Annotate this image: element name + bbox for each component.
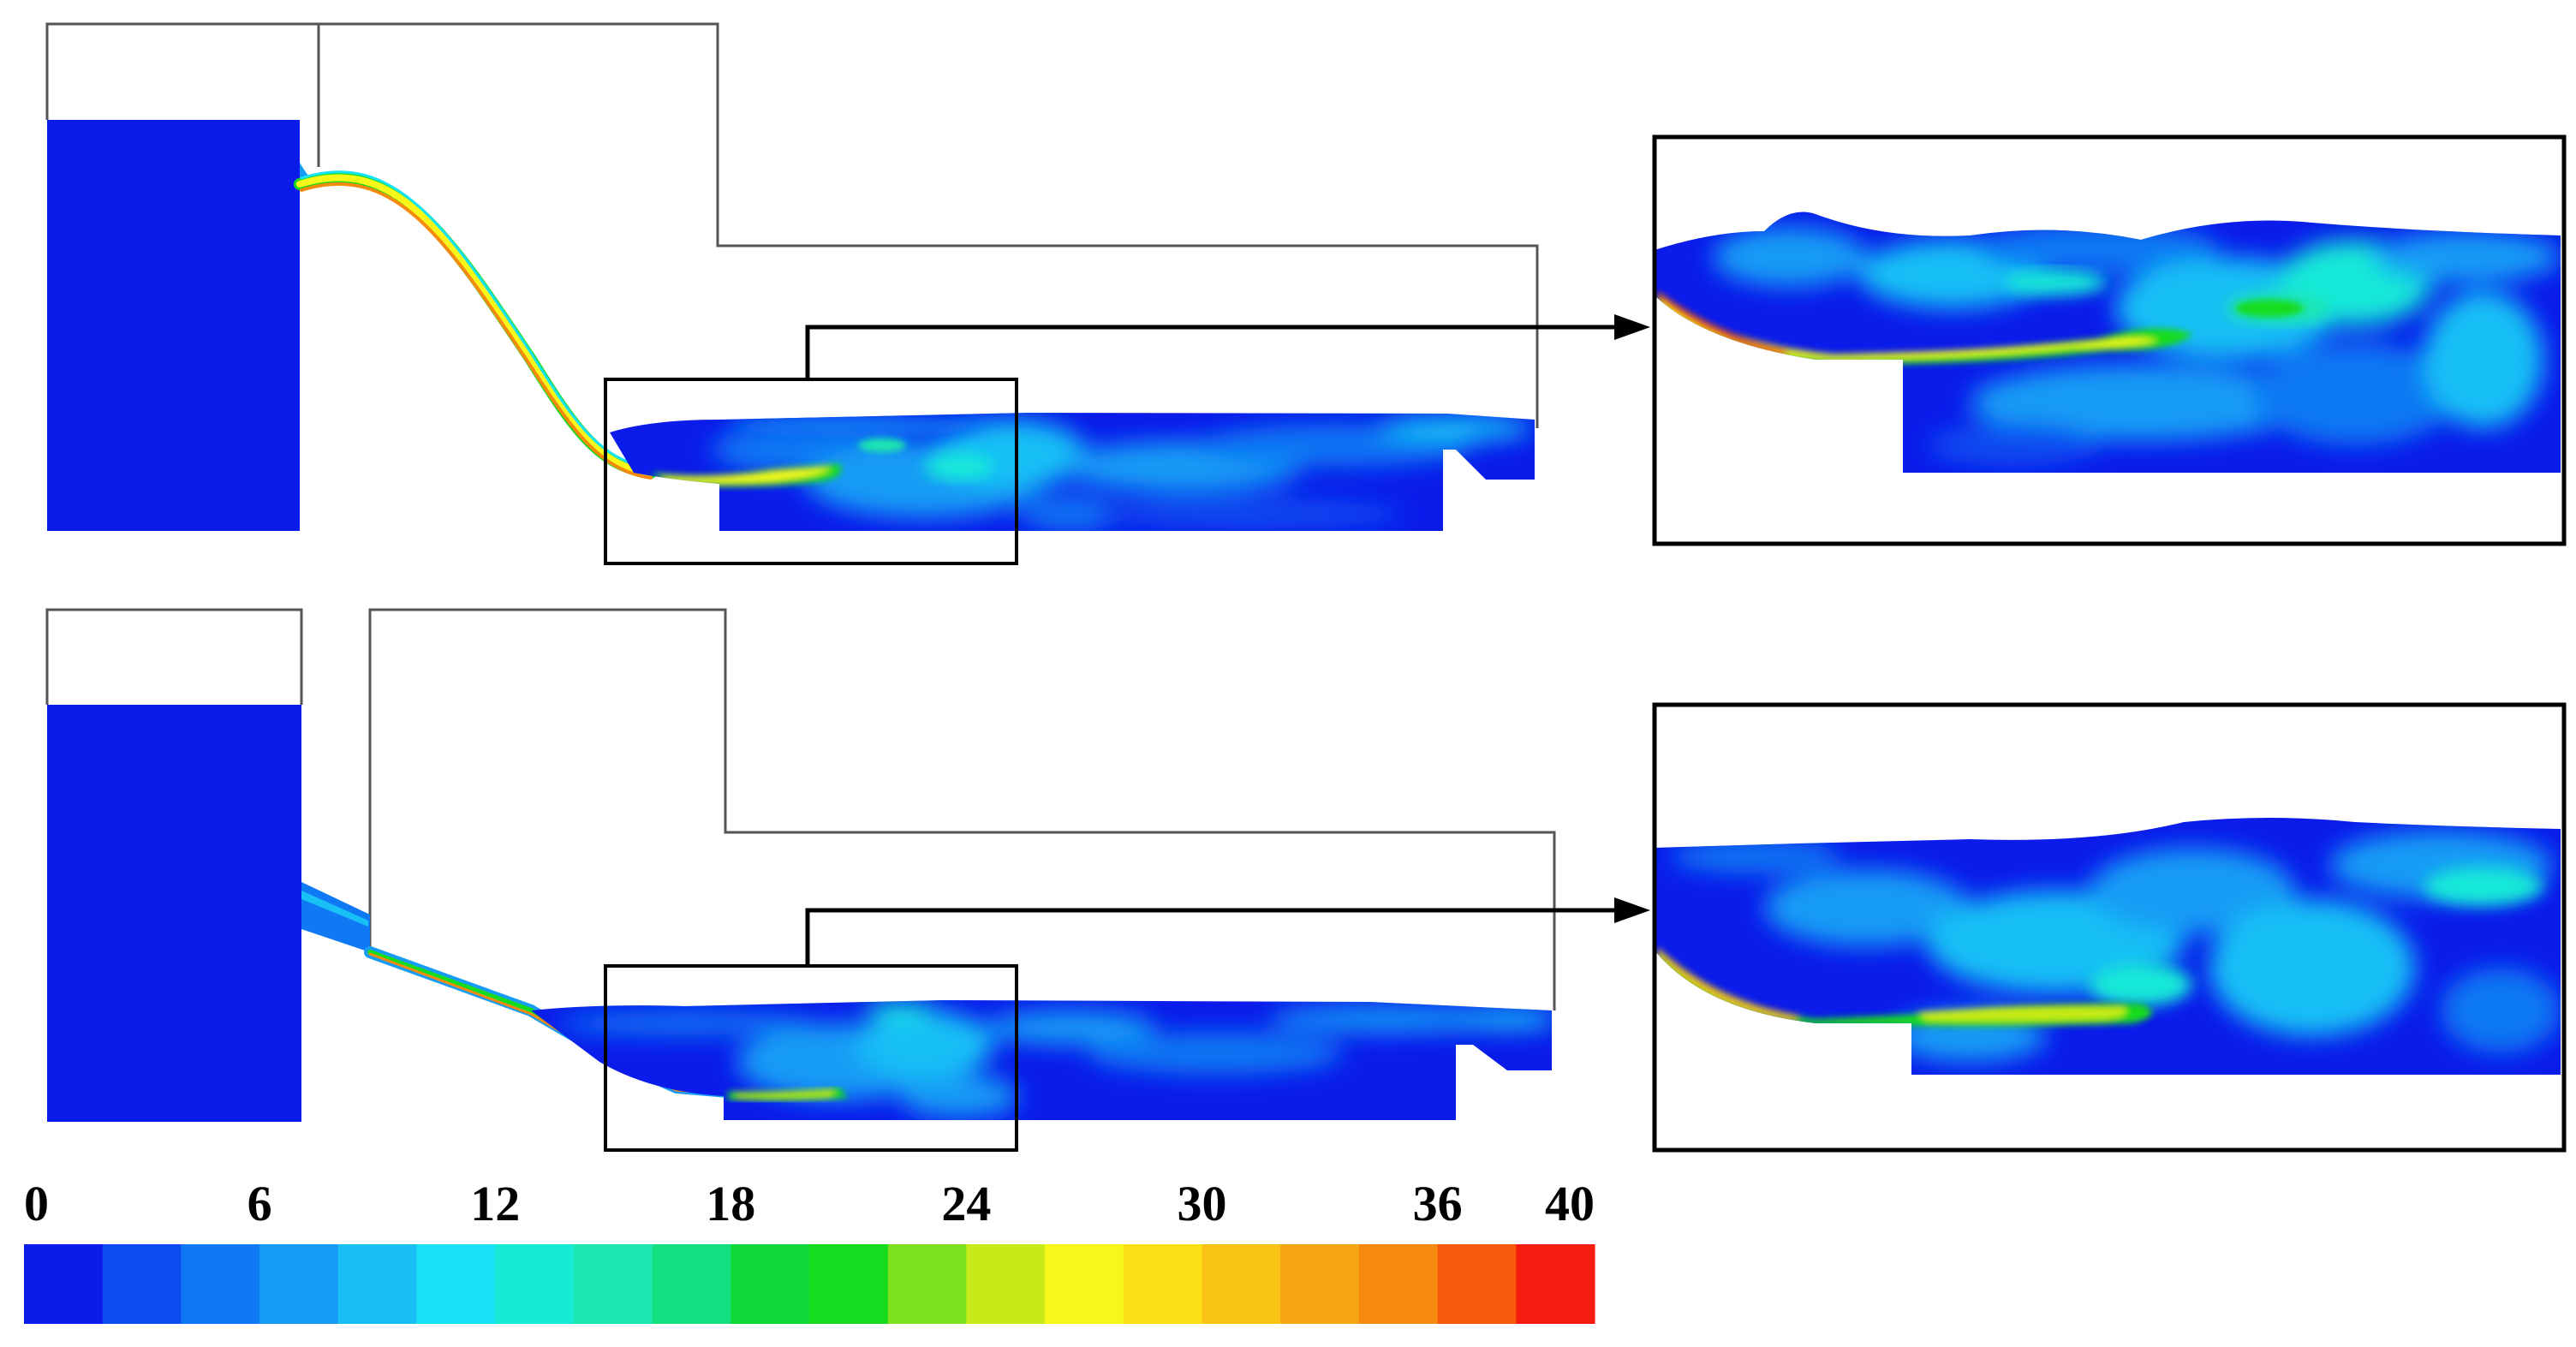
colorbar: 0 6 12 18 24 30 36 40 (24, 1176, 1595, 1324)
colorbar-tick-label: 18 (706, 1176, 755, 1231)
colorbar-bin (809, 1244, 889, 1324)
lower-reservoir (47, 705, 301, 1122)
lower-domain-outline (45, 608, 1556, 1010)
upper-stilling-basin (610, 413, 1535, 531)
colorbar-bin (1123, 1244, 1203, 1324)
colorbar-bin (1280, 1244, 1360, 1324)
upper-inset-frame (1652, 134, 2567, 546)
colorbar-bin (102, 1244, 182, 1324)
colorbar-tick-label: 6 (247, 1176, 272, 1231)
colorbar-bin (652, 1244, 731, 1324)
colorbar-bin (416, 1244, 496, 1324)
lower-inset-frame (1652, 702, 2567, 1153)
upper-zoom-box (604, 378, 1018, 565)
upper-domain-outline (45, 22, 1539, 428)
colorbar-bin (966, 1244, 1046, 1324)
upper-callout-arrow (805, 325, 1631, 379)
lower-zoom-box (604, 964, 1018, 1152)
upper-panel (45, 22, 1650, 565)
colorbar-bin (1045, 1244, 1124, 1324)
colorbar-tick-label: 40 (1545, 1176, 1595, 1231)
colorbar-bin (259, 1244, 339, 1324)
colorbar-bin (1358, 1244, 1439, 1324)
colorbar-tick-label: 12 (470, 1176, 520, 1231)
colorbar-bin (573, 1244, 653, 1324)
colorbar-tick-label: 36 (1413, 1176, 1463, 1231)
upper-reservoir (47, 120, 300, 531)
colorbar-tick-label: 24 (941, 1176, 991, 1231)
lower-stilling-basin (531, 1000, 1552, 1120)
colorbar-bin (24, 1244, 104, 1324)
upper-callout-arrowhead (1614, 314, 1650, 340)
colorbar-bin (887, 1244, 967, 1324)
lower-panel (45, 608, 1650, 1152)
lower-gate-jet-core (301, 891, 368, 927)
lower-callout-arrow (805, 908, 1631, 966)
upper-spillway-jet (294, 170, 657, 480)
colorbar-bin (1516, 1244, 1595, 1324)
colorbar-bin (495, 1244, 575, 1324)
lower-inset (1652, 702, 2567, 1153)
colorbar-bin (1202, 1244, 1281, 1324)
colorbar-bin (337, 1244, 418, 1324)
upper-inset (1652, 134, 2567, 546)
colorbar-tick-label: 30 (1178, 1176, 1227, 1231)
colorbar-tick-label: 0 (24, 1176, 49, 1231)
colorbar-bin (181, 1244, 260, 1324)
colorbar-bin (1437, 1244, 1517, 1324)
colorbar-bin (730, 1244, 810, 1324)
lower-callout-arrowhead (1614, 897, 1650, 923)
